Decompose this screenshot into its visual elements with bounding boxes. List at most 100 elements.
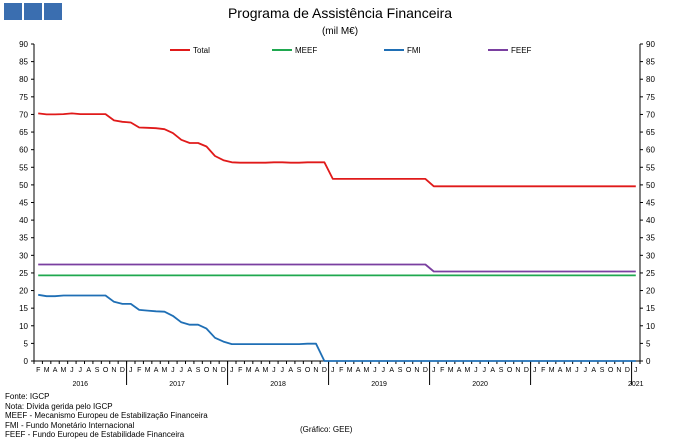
y-tick-label-left: 30 [19,251,28,260]
x-month-label: J [575,367,579,374]
note-meef: MEEF - Mecanismo Europeu de Estabilizaçã… [5,411,208,420]
x-month-label: M [347,367,353,374]
y-tick-label-left: 35 [19,234,28,243]
x-month-label: M [364,367,370,374]
y-tick-label-left: 45 [19,199,28,208]
x-month-label: J [331,367,335,374]
x-year-label: 2017 [169,381,185,388]
x-month-label: J [230,367,234,374]
y-tick-label-right: 0 [646,357,651,366]
x-year-label: 2020 [472,381,488,388]
x-month-label: A [591,367,596,374]
y-tick-label-right: 10 [646,322,655,331]
x-month-label: N [515,367,520,374]
x-month-label: N [313,367,318,374]
x-month-label: D [322,367,327,374]
note-fmi: FMI - Fundo Monetário Internacional [5,420,135,430]
y-tick-label-left: 85 [19,58,28,67]
y-tick-label-left: 70 [19,110,28,119]
x-month-label: D [221,367,226,374]
x-month-label: F [137,367,141,374]
x-month-label: J [533,367,537,374]
y-tick-label-left: 5 [24,339,29,348]
x-month-label: J [634,367,638,374]
x-month-label: O [103,367,109,374]
x-month-label: O [608,367,614,374]
legend-label-feef: FEEF [511,46,532,55]
x-year-label: 2016 [73,381,89,388]
x-month-label: M [61,367,67,374]
x-month-label: J [382,367,386,374]
y-tick-label-left: 90 [19,40,28,49]
x-month-label: O [406,367,412,374]
legend-label-meef: MEEF [295,46,317,55]
x-month-label: M [44,367,50,374]
y-tick-label-right: 70 [646,110,655,119]
y-tick-label-left: 50 [19,181,28,190]
x-month-label: O [507,367,513,374]
x-year-label: 2019 [371,381,387,388]
note-feef: FEEF - Fundo Europeu de Estabilidade Fin… [5,430,185,439]
x-month-label: S [196,367,201,374]
x-month-label: A [389,367,394,374]
x-month-label: J [281,367,285,374]
x-month-label: J [129,367,133,374]
x-month-label: F [238,367,242,374]
x-month-label: A [255,367,260,374]
y-tick-label-right: 80 [646,75,655,84]
x-month-label: S [297,367,302,374]
x-month-label: N [111,367,116,374]
y-tick-label-left: 15 [19,304,28,313]
x-month-label: A [187,367,192,374]
footnotes: Fonte: IGCP Nota: Dívida gerida pelo IGC… [5,392,208,440]
x-month-label: F [440,367,444,374]
y-tick-label-right: 20 [646,287,655,296]
x-month-label: A [86,367,91,374]
y-tick-label-right: 90 [646,40,655,49]
x-month-label: J [79,367,83,374]
x-month-label: M [549,367,555,374]
x-month-label: J [584,367,588,374]
logo-block-3 [44,3,62,20]
x-month-label: J [171,367,175,374]
y-tick-label-left: 25 [19,269,28,278]
y-tick-label-right: 50 [646,181,655,190]
y-tick-label-right: 65 [646,128,655,137]
series-line-total [38,112,636,188]
y-tick-label-left: 10 [19,322,28,331]
x-month-label: N [414,367,419,374]
y-tick-label-left: 80 [19,75,28,84]
y-tick-label-right: 30 [646,251,655,260]
y-tick-label-left: 20 [19,287,28,296]
x-month-label: A [154,367,159,374]
x-month-label: O [204,367,210,374]
y-tick-label-right: 45 [646,199,655,208]
x-month-label: J [483,367,487,374]
y-tick-label-right: 75 [646,93,655,102]
chart-credit: (Gráfico: GEE) [300,425,353,434]
note-source: Fonte: IGCP [5,392,50,401]
x-month-label: J [70,367,74,374]
y-tick-label-right: 85 [646,58,655,67]
x-month-label: A [356,367,361,374]
x-month-label: A [558,367,563,374]
x-month-label: J [180,367,184,374]
x-month-label: S [600,367,605,374]
series-line-feef [38,263,636,273]
x-year-label: 2018 [270,381,286,388]
x-month-label: A [490,367,495,374]
logo-block-2 [24,3,42,20]
x-month-label: N [616,367,621,374]
series-line-fmi [38,293,636,362]
x-month-label: O [305,367,311,374]
x-month-label: S [499,367,504,374]
y-tick-label-right: 60 [646,146,655,155]
note-managed-debt: Nota: Dívida gerida pelo IGCP [5,401,113,411]
x-month-label: N [212,367,217,374]
x-month-label: J [272,367,276,374]
x-month-label: D [423,367,428,374]
legend-label-fmi: FMI [407,46,421,55]
x-month-label: J [432,367,436,374]
y-tick-label-left: 65 [19,128,28,137]
x-month-label: J [474,367,478,374]
